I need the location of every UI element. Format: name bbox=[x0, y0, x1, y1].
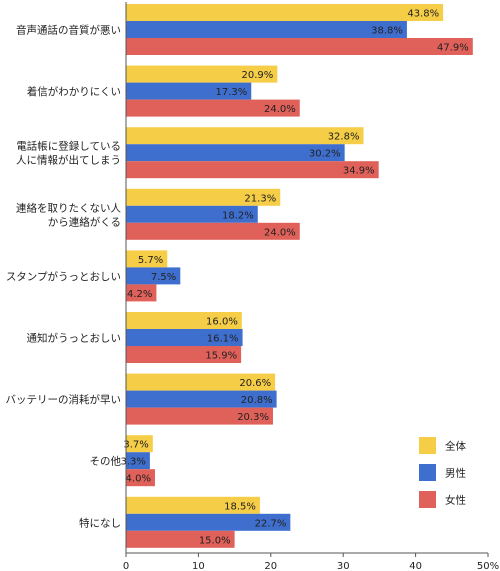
category-label-3-0: 連絡を取りたくない人 bbox=[16, 201, 121, 214]
bar-4-1 bbox=[126, 267, 181, 285]
bar-2-0 bbox=[126, 127, 364, 145]
bar-4-0 bbox=[126, 250, 168, 268]
bar-2-2 bbox=[126, 161, 379, 179]
value-label-5-0: 16.0% bbox=[206, 317, 238, 328]
value-label-0-0: 43.8% bbox=[407, 9, 439, 20]
value-label-4-0: 5.7% bbox=[138, 255, 163, 266]
value-label-7-2: 4.0% bbox=[126, 474, 151, 485]
value-label-0-2: 47.9% bbox=[437, 43, 469, 54]
value-label-6-1: 20.8% bbox=[241, 395, 273, 406]
value-label-2-1: 30.2% bbox=[309, 149, 341, 160]
bar-1-2 bbox=[126, 99, 300, 117]
bar-7-2 bbox=[126, 469, 155, 487]
bar-7-0 bbox=[126, 435, 153, 453]
legend-label-1: 男性 bbox=[445, 467, 466, 480]
value-label-3-0: 21.3% bbox=[244, 193, 276, 204]
category-label-2-0: 電話帳に登録している bbox=[16, 140, 121, 153]
category-label-3-1: から連絡がくる bbox=[48, 215, 121, 228]
x-tick-label-4: 40 bbox=[409, 561, 422, 571]
bar-2-1 bbox=[126, 144, 345, 162]
bar-4-2 bbox=[126, 284, 157, 302]
x-tick-label-2: 20 bbox=[264, 561, 277, 571]
x-tick-label-1: 10 bbox=[192, 561, 205, 571]
x-tick-label-0: 0 bbox=[123, 561, 129, 571]
value-label-5-2: 15.9% bbox=[205, 351, 237, 362]
bar-1-0 bbox=[126, 65, 278, 83]
bar-1-1 bbox=[126, 82, 252, 100]
value-label-1-2: 24.0% bbox=[264, 104, 296, 115]
value-label-2-0: 32.8% bbox=[328, 132, 360, 143]
bar-3-0 bbox=[126, 188, 281, 206]
value-label-7-0: 3.7% bbox=[123, 440, 148, 451]
category-label-1: 着信がわかりにくい bbox=[27, 85, 121, 98]
value-label-0-1: 38.8% bbox=[371, 26, 403, 37]
bars-layer bbox=[126, 4, 473, 548]
value-label-8-0: 18.5% bbox=[224, 501, 256, 512]
bar-6-1 bbox=[126, 390, 277, 408]
bar-0-2 bbox=[126, 38, 473, 55]
legend-label-0: 全体 bbox=[445, 440, 466, 453]
bar-5-1 bbox=[126, 329, 243, 346]
legend-label-2: 女性 bbox=[445, 494, 466, 507]
bar-0-0 bbox=[126, 4, 444, 21]
category-label-0: 音声通話の音質が悪い bbox=[16, 24, 121, 37]
category-label-8: 特になし bbox=[79, 517, 121, 529]
value-label-6-2: 20.3% bbox=[237, 412, 269, 423]
value-label-1-0: 20.9% bbox=[242, 70, 274, 81]
x-tick-label-5: 50% bbox=[477, 561, 499, 571]
bar-8-2 bbox=[126, 530, 235, 548]
bar-3-1 bbox=[126, 205, 258, 223]
legend-swatch-1 bbox=[419, 464, 436, 481]
value-label-8-1: 22.7% bbox=[255, 518, 287, 529]
category-label-7: その他 bbox=[90, 455, 122, 468]
value-label-3-2: 24.0% bbox=[264, 227, 296, 238]
value-label-1-1: 17.3% bbox=[215, 87, 247, 98]
value-label-6-0: 20.6% bbox=[239, 378, 271, 389]
category-label-5: 通知がうっとおしい bbox=[27, 332, 122, 345]
category-label-2-1: 人に情報が出てしまう bbox=[16, 154, 121, 167]
x-tick-label-3: 30 bbox=[337, 561, 350, 571]
bar-3-2 bbox=[126, 222, 300, 240]
bar-7-1 bbox=[126, 452, 150, 470]
x-axis: 0 10 20 30 40 50% bbox=[123, 2, 499, 571]
bar-5-2 bbox=[126, 346, 242, 363]
bar-0-1 bbox=[126, 21, 407, 38]
value-label-7-1: 3.3% bbox=[120, 457, 145, 468]
category-label-6: バッテリーの消耗が早い bbox=[6, 393, 122, 406]
value-label-3-1: 18.2% bbox=[222, 210, 254, 221]
value-label-8-2: 15.0% bbox=[199, 535, 231, 546]
bar-8-1 bbox=[126, 513, 291, 531]
category-label-4: スタンプがうっとおしい bbox=[6, 270, 121, 283]
legend-swatch-0 bbox=[419, 437, 436, 454]
bar-5-0 bbox=[126, 312, 242, 329]
bar-6-2 bbox=[126, 407, 273, 425]
value-label-2-2: 34.9% bbox=[343, 166, 375, 177]
value-label-4-1: 7.5% bbox=[151, 272, 176, 283]
value-label-5-1: 16.1% bbox=[207, 334, 239, 345]
value-label-4-2: 4.2% bbox=[127, 289, 152, 300]
labels-layer: 43.8% 38.8% 47.9% 音声通話の音質が悪い 20.9% 17.3% 24.0%… bbox=[6, 9, 469, 547]
legend-swatch-2 bbox=[419, 491, 436, 508]
bar-8-0 bbox=[126, 496, 260, 514]
bar-6-0 bbox=[126, 373, 276, 391]
